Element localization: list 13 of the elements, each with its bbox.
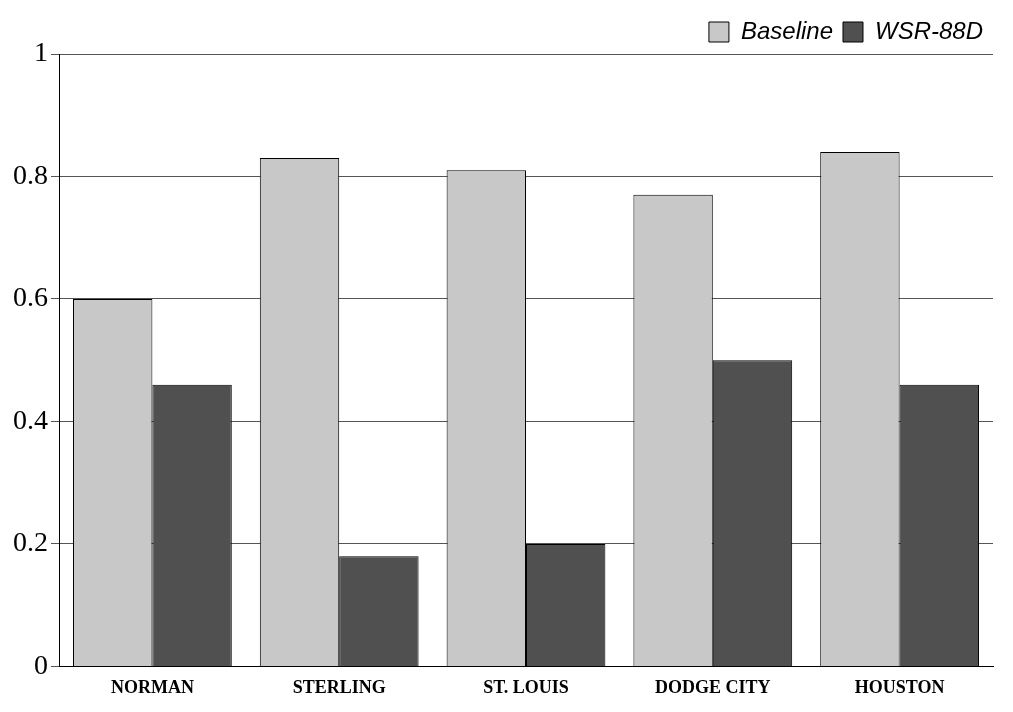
- x-tick-label: HOUSTON: [854, 676, 945, 697]
- y-tick-label: 0: [34, 648, 48, 680]
- legend-label: WSR-88D: [874, 16, 983, 44]
- legend-label: Baseline: [740, 16, 833, 44]
- y-tick-label: 0.4: [13, 403, 48, 435]
- y-tick-label: 1: [34, 36, 48, 68]
- x-tick-label: ST. LOUIS: [483, 676, 569, 697]
- x-tick-label: STERLING: [292, 676, 386, 697]
- x-tick-label: NORMAN: [110, 676, 194, 697]
- y-tick-label: 0.8: [13, 158, 48, 190]
- y-tick-label: 0.2: [13, 526, 48, 558]
- x-tick-label: DODGE CITY: [655, 676, 771, 697]
- y-tick-label: 0.6: [13, 281, 48, 313]
